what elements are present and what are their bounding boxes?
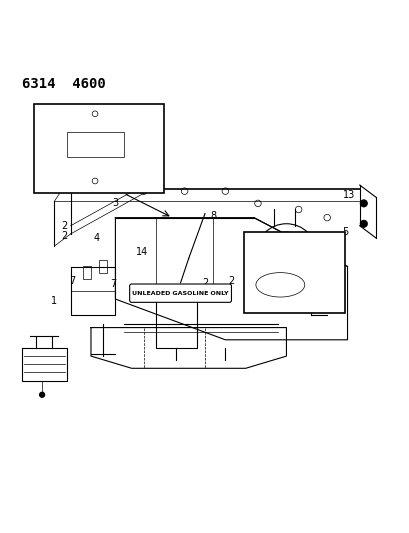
- Text: 11: 11: [312, 276, 324, 286]
- Text: 6314  4600: 6314 4600: [22, 77, 105, 91]
- Text: 4: 4: [94, 233, 100, 243]
- FancyBboxPatch shape: [129, 284, 231, 302]
- Bar: [99, 261, 107, 272]
- Text: 2: 2: [228, 276, 234, 286]
- Bar: [83, 266, 91, 279]
- Text: 2: 2: [61, 231, 67, 241]
- Text: 3: 3: [112, 198, 118, 208]
- Text: UNLEADED GASOLINE ONLY: UNLEADED GASOLINE ONLY: [132, 290, 228, 296]
- Text: 14: 14: [135, 247, 148, 257]
- Text: 2: 2: [201, 278, 208, 288]
- Text: 2: 2: [61, 221, 67, 231]
- Circle shape: [40, 392, 45, 397]
- Text: 2: 2: [142, 176, 149, 186]
- Text: 10: 10: [251, 236, 263, 246]
- Text: 7: 7: [70, 276, 76, 286]
- Bar: [243, 232, 345, 313]
- Text: 13: 13: [343, 190, 355, 200]
- Circle shape: [359, 220, 366, 228]
- Text: 5: 5: [342, 227, 348, 237]
- Bar: [66, 132, 123, 157]
- Text: 1: 1: [51, 296, 57, 306]
- Bar: [34, 103, 164, 193]
- Circle shape: [359, 200, 366, 207]
- Text: 9: 9: [112, 111, 118, 121]
- Text: 8: 8: [209, 211, 216, 221]
- Text: 7: 7: [110, 279, 116, 288]
- Bar: [156, 299, 196, 348]
- Text: 12: 12: [174, 289, 186, 299]
- Text: 6: 6: [297, 268, 303, 278]
